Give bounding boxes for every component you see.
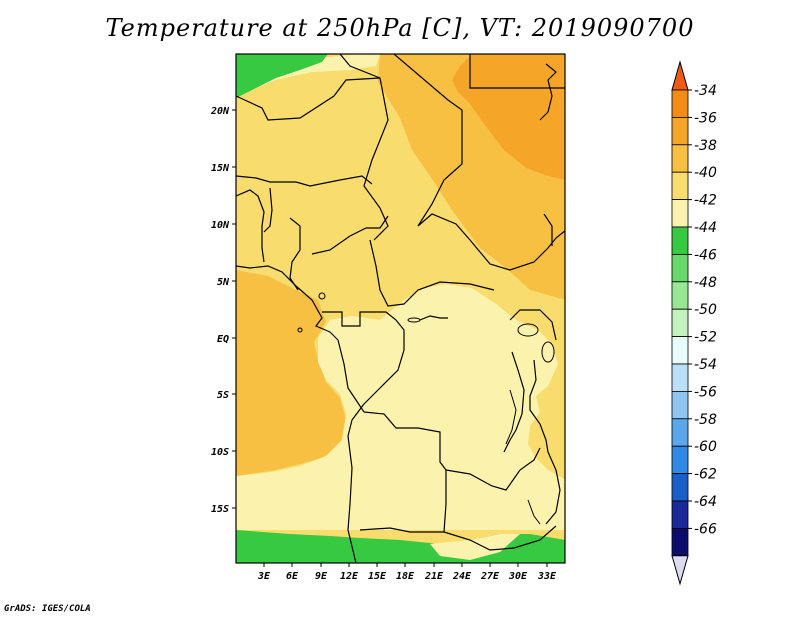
colorbar-segment <box>671 390 689 420</box>
colorbar-label: -48 <box>694 275 717 291</box>
colorbar-segment <box>671 117 689 146</box>
colorbar-segment <box>671 226 689 255</box>
colorbar-label: -42 <box>694 193 717 209</box>
map-title: Temperature at 250hPa [C], VT: 201909070… <box>105 14 695 42</box>
colorbar-label: -54 <box>694 357 717 373</box>
band-40-southwest <box>236 270 346 476</box>
lon-tick-label: 21E <box>424 571 444 582</box>
colorbar-label: -62 <box>694 467 717 483</box>
lon-tick-label: 18E <box>396 571 415 582</box>
map-frame <box>235 53 566 564</box>
band-42-south-sliver <box>430 534 520 560</box>
colorbar-arrow-top <box>671 60 689 91</box>
lon-tick-label: 30E <box>508 571 528 582</box>
lon-tick-label: 24E <box>452 571 472 582</box>
colorbar-label: -38 <box>694 138 717 154</box>
colorbar-segment <box>671 445 689 475</box>
colorbar-segment <box>671 528 689 557</box>
country-borders <box>236 54 565 563</box>
lon-tick-label: 9E <box>315 571 328 582</box>
band-38-northeast <box>452 54 565 180</box>
colorbar-label: -50 <box>694 302 717 318</box>
lat-tick-label: 15N <box>211 163 230 174</box>
band-44-central <box>236 284 565 530</box>
footer-credit: GrADS: IGES/COLA <box>4 604 91 614</box>
colorbar-label: -34 <box>694 83 717 99</box>
lat-tick-label: 10N <box>211 220 230 231</box>
colorbar-label: -44 <box>694 220 717 236</box>
colorbar-label: -66 <box>694 521 717 537</box>
colorbar: -34 -36 -38 -40 -42 -44 -46 -48 -50 -52 -54 -56 -58 -… <box>671 60 717 586</box>
lat-tick-label: 15S <box>211 504 229 515</box>
colorbar-label: -36 <box>694 110 717 126</box>
colorbar-segment <box>671 473 689 502</box>
latitude-axis: 20N 15N 10N 5N EQ 5S 10S 15S <box>210 106 236 515</box>
colorbar-segment <box>671 336 689 365</box>
colorbar-label: -56 <box>694 384 717 400</box>
band-46-north <box>236 54 328 98</box>
colorbar-label: -64 <box>694 494 717 510</box>
lon-tick-label: 3E <box>257 571 271 582</box>
lat-tick-label: EQ <box>217 334 229 345</box>
colorbar-segment <box>671 144 689 173</box>
colorbar-segment <box>671 171 689 200</box>
colorbar-segment <box>671 500 689 529</box>
colorbar-segment <box>671 418 689 447</box>
lon-tick-label: 15E <box>368 571 387 582</box>
lakes <box>297 292 555 525</box>
lon-tick-label: 6E <box>286 571 299 582</box>
colorbar-label: -46 <box>694 247 717 263</box>
lat-tick-label: 5S <box>217 390 229 401</box>
colorbar-label: -58 <box>694 412 717 428</box>
colorbar-label: -52 <box>694 330 717 346</box>
colorbar-arrow-bottom <box>671 555 689 586</box>
longitude-axis: 3E 6E 9E 12E 15E 18E 21E 24E 27E 30E 33E <box>257 563 557 582</box>
colorbar-segment <box>671 253 689 283</box>
colorbar-label: -60 <box>694 439 717 455</box>
colorbar-segment <box>671 308 689 338</box>
lat-tick-label: 10S <box>211 447 229 458</box>
colorbar-segment <box>671 199 689 228</box>
temperature-field <box>236 54 565 563</box>
colorbar-label: -40 <box>694 165 717 181</box>
lat-tick-label: 20N <box>210 106 230 117</box>
lon-tick-label: 12E <box>340 571 359 582</box>
lon-tick-label: 27E <box>480 571 500 582</box>
lon-tick-label: 33E <box>537 571 557 582</box>
colorbar-segment <box>671 281 689 310</box>
colorbar-segment <box>671 363 689 392</box>
lat-tick-label: 5N <box>217 277 230 288</box>
colorbar-segment <box>671 89 689 118</box>
